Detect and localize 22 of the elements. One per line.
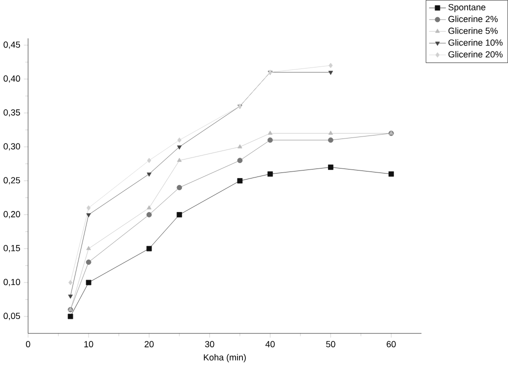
x-tick-label: 10 bbox=[84, 340, 94, 348]
x-axis-title: Koha (min) bbox=[204, 354, 246, 362]
x-tick-label: 20 bbox=[144, 340, 154, 348]
legend-label: Glicerine 5% bbox=[448, 27, 498, 34]
y-tick-label: 0,15 bbox=[4, 244, 20, 252]
legend-label: Spontane bbox=[448, 4, 486, 12]
y-tick-label: 0,35 bbox=[4, 109, 20, 116]
y-tick-label: 0,25 bbox=[4, 176, 20, 184]
y-tick-label: 0,45 bbox=[4, 41, 20, 49]
legend-label: Glicerine 20% bbox=[448, 50, 503, 58]
y-tick-label: 0,30 bbox=[4, 142, 20, 150]
x-tick-label: 40 bbox=[265, 340, 275, 348]
legend-label: Glicerine 10% bbox=[448, 38, 503, 46]
x-tick-label: 30 bbox=[205, 340, 214, 348]
x-tick-label: 50 bbox=[326, 340, 336, 348]
x-tick-label: 60 bbox=[386, 340, 396, 348]
legend-label: Glicerine 2% bbox=[448, 15, 498, 22]
x-tick-label: 0 bbox=[26, 340, 30, 348]
y-tick-label: 0,10 bbox=[4, 278, 20, 286]
y-tick-label: 0,20 bbox=[4, 210, 20, 218]
y-tick-label: 0,05 bbox=[4, 312, 20, 320]
y-tick-label: 0,40 bbox=[4, 75, 20, 82]
